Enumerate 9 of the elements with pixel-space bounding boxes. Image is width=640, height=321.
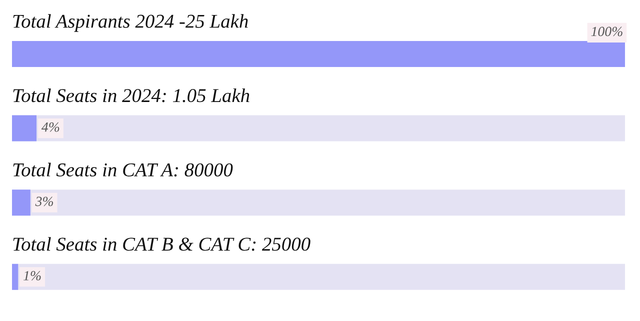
- data-label: 4%: [41, 122, 60, 132]
- y-tick-label: Total Seats in CAT B & CAT C: 25000: [13, 237, 310, 251]
- bar: [12, 264, 18, 290]
- y-tick-label: Total Seats in 2024: 1.05 Lakh: [13, 88, 250, 102]
- y-tick-label: Total Seats in CAT A: 80000: [13, 162, 233, 177]
- data-label: 3%: [35, 196, 54, 206]
- data-label: 1%: [24, 271, 41, 280]
- y-tick-label: Total Aspirants 2024 -25 Lakh: [13, 14, 248, 32]
- data-label: 100%: [591, 26, 622, 36]
